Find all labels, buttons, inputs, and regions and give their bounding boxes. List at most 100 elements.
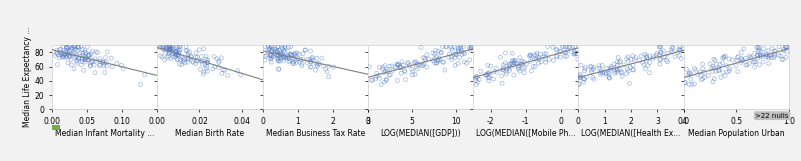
Point (61, 46, 74, 49)
Point (68, 45, 81, 48)
Point (283, 57, 296, 60)
Point (573, 77, 586, 79)
Point (458, 52, 471, 55)
Point (767, 56, 780, 59)
Point (706, 80, 719, 83)
Point (62, 62, 74, 64)
Point (163, 48, 176, 50)
Point (563, 45, 576, 48)
Point (499, 52, 512, 54)
Point (270, 54, 283, 56)
Point (620, 72, 633, 75)
Point (189, 56, 202, 58)
Point (163, 51, 175, 54)
Point (638, 64, 650, 66)
Point (614, 71, 627, 73)
Point (171, 53, 184, 56)
Point (267, 55, 280, 57)
Point (605, 65, 618, 68)
Point (754, 55, 767, 57)
Point (764, 54, 777, 56)
Point (399, 70, 412, 73)
Point (585, 66, 598, 68)
Point (747, 61, 759, 63)
Point (517, 61, 530, 64)
Point (276, 47, 289, 50)
Point (678, 81, 691, 84)
Point (569, 45, 582, 48)
Point (748, 52, 761, 55)
X-axis label: LOG(MEDIAN([GDP])): LOG(MEDIAN([GDP])) (380, 129, 461, 138)
Point (532, 62, 545, 64)
Point (710, 70, 723, 72)
Point (446, 49, 459, 52)
Point (483, 71, 496, 74)
Point (312, 62, 325, 65)
Point (58, 53, 71, 56)
Point (450, 53, 463, 56)
Point (471, 76, 484, 78)
Point (170, 53, 183, 55)
Point (406, 74, 419, 76)
Point (273, 49, 286, 52)
Point (528, 58, 541, 61)
Point (673, 54, 686, 57)
Point (271, 57, 284, 60)
Point (159, 47, 172, 49)
Point (398, 69, 411, 72)
Point (111, 62, 123, 65)
Point (643, 71, 656, 74)
Point (437, 61, 450, 63)
Point (410, 65, 423, 68)
Point (481, 73, 493, 76)
Point (170, 50, 183, 53)
Point (99, 71, 111, 74)
Point (509, 59, 521, 62)
Point (81, 45, 94, 48)
Point (311, 64, 324, 66)
Point (501, 68, 513, 70)
Point (375, 83, 388, 86)
Point (777, 58, 790, 61)
Point (117, 67, 130, 70)
Point (61, 51, 74, 53)
Point (380, 79, 392, 81)
Point (503, 69, 516, 72)
Point (763, 57, 775, 59)
Point (274, 60, 287, 62)
Point (60, 49, 73, 52)
Point (71, 49, 84, 52)
Point (463, 47, 476, 49)
Point (454, 45, 467, 48)
Point (706, 65, 719, 68)
Point (779, 45, 792, 48)
Point (757, 61, 770, 63)
Point (507, 64, 520, 67)
Point (458, 61, 471, 63)
Point (557, 51, 570, 53)
Point (278, 55, 291, 58)
Point (260, 55, 272, 57)
Bar (52, 125, 61, 130)
Point (378, 81, 391, 83)
Point (278, 57, 291, 59)
Point (604, 67, 617, 70)
Point (530, 58, 543, 60)
Point (196, 63, 209, 66)
Point (571, 52, 584, 55)
Point (265, 45, 278, 48)
Point (421, 66, 433, 68)
Point (551, 55, 564, 58)
Point (626, 55, 639, 57)
Point (445, 56, 457, 58)
Point (158, 45, 171, 48)
Point (189, 62, 202, 65)
Point (577, 81, 590, 83)
Point (626, 64, 639, 66)
Point (550, 48, 563, 51)
Point (465, 46, 477, 49)
Point (391, 79, 404, 82)
Point (235, 74, 248, 76)
Point (647, 55, 660, 58)
Point (765, 57, 778, 59)
